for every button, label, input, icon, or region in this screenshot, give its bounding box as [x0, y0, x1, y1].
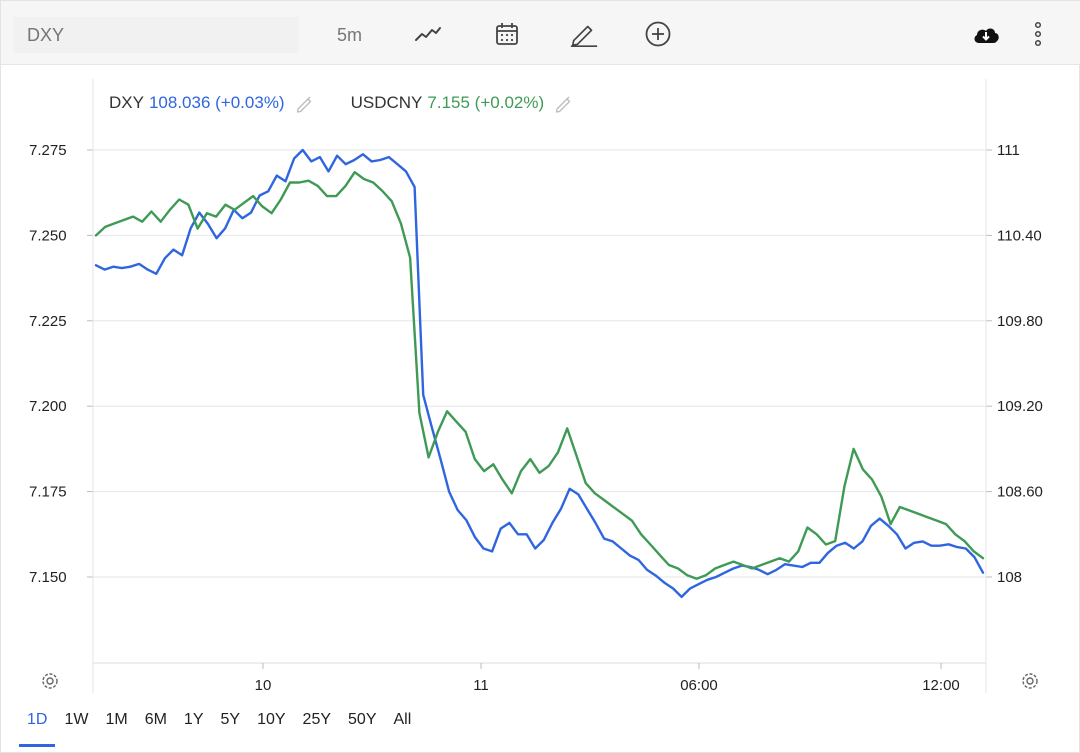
range-6m[interactable]: 6M — [144, 711, 167, 728]
range-10y[interactable]: 10Y — [257, 711, 286, 728]
x-tick-label: 12:00 — [922, 677, 960, 694]
range-1d[interactable]: 1D — [18, 707, 57, 747]
y-left-tick-label: 7.200 — [29, 398, 67, 415]
add-circle-icon[interactable] — [643, 19, 673, 49]
y-right-tick-label: 111 — [997, 142, 1020, 159]
line-chart-icon[interactable] — [413, 19, 443, 49]
range-1m[interactable]: 1M — [105, 711, 128, 728]
calendar-icon[interactable] — [492, 19, 522, 49]
left-axis-settings-gear-icon[interactable] — [39, 670, 61, 692]
range-1w[interactable]: 1W — [64, 711, 89, 728]
more-vertical-icon[interactable] — [1023, 19, 1053, 49]
series-line-dxy — [94, 148, 985, 599]
axis-ticks: 7.275 111 7.250 110.40 7.225 109.80 7.200 109.2… — [29, 142, 1043, 694]
y-right-tick-label: 109.20 — [997, 398, 1043, 415]
range-50y[interactable]: 50Y — [348, 711, 377, 728]
series-lines — [94, 148, 985, 599]
range-25y[interactable]: 25Y — [302, 711, 332, 728]
symbol-search-input[interactable] — [13, 17, 299, 53]
chart-legend: DXY 108.036 (+0.03%) USDCNY 7.155 (+0.02… — [109, 93, 610, 113]
range-1y[interactable]: 1Y — [183, 711, 204, 728]
y-right-tick-label: 108 — [997, 569, 1022, 586]
range-5y[interactable]: 5Y — [220, 711, 241, 728]
legend-value-usdcny: 7.155 (+0.02%) — [427, 93, 545, 112]
x-tick-label: 11 — [473, 677, 489, 694]
y-left-tick-label: 7.275 — [29, 142, 67, 159]
y-right-tick-label: 110.40 — [997, 227, 1042, 244]
y-left-tick-label: 7.225 — [29, 313, 67, 330]
y-left-tick-label: 7.175 — [29, 484, 67, 501]
y-left-tick-label: 7.250 — [29, 227, 67, 244]
y-right-tick-label: 108.60 — [997, 484, 1043, 501]
series-line-usdcny — [94, 170, 985, 580]
y-left-tick-label: 7.150 — [29, 569, 67, 586]
legend-symbol-usdcny: USDCNY — [350, 93, 423, 112]
cloud-download-icon[interactable] — [971, 19, 1001, 49]
legend-value-dxy: 108.036 (+0.03%) — [148, 93, 285, 112]
interval-selector[interactable]: 5m — [337, 25, 363, 45]
x-tick-label: 10 — [255, 677, 272, 694]
edit-series-pencil-icon[interactable] — [554, 93, 574, 113]
x-tick-label: 06:00 — [680, 677, 718, 694]
pencil-icon[interactable] — [569, 19, 599, 49]
legend-symbol-dxy: DXY — [109, 93, 144, 112]
toolbar: 5m — [1, 1, 1080, 65]
edit-series-pencil-icon[interactable] — [295, 93, 315, 113]
right-axis-settings-gear-icon[interactable] — [1019, 670, 1041, 692]
time-range-selector: 1D 1W 1M 6M 1Y 5Y 10Y 25Y 50Y All — [18, 707, 428, 747]
y-right-tick-label: 109.80 — [997, 313, 1043, 330]
grid — [87, 79, 992, 693]
range-all[interactable]: All — [393, 711, 412, 728]
price-chart[interactable]: 7.275 111 7.250 110.40 7.225 109.80 7.200 109.2… — [1, 1, 1080, 701]
